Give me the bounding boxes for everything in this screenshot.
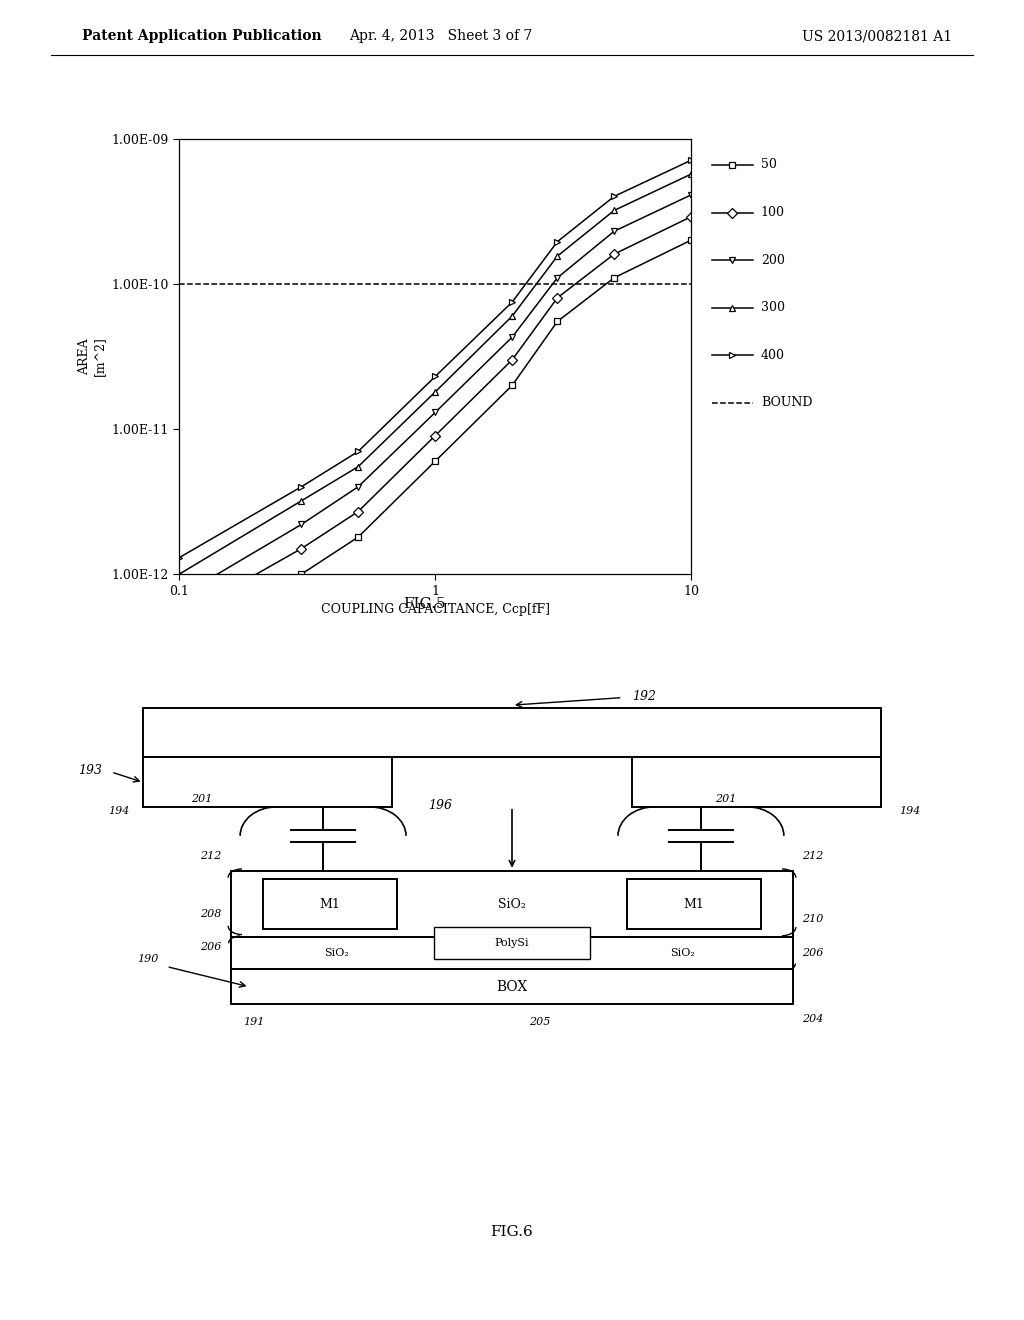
Text: 200: 200 [761, 253, 784, 267]
Text: SiO₂: SiO₂ [670, 949, 695, 958]
Text: 210: 210 [803, 913, 823, 924]
Text: 204: 204 [803, 1014, 823, 1024]
Text: 190: 190 [137, 954, 159, 964]
Text: 194: 194 [899, 807, 921, 817]
Text: 196: 196 [428, 799, 453, 812]
Text: Patent Application Publication: Patent Application Publication [82, 29, 322, 44]
Text: 400: 400 [761, 348, 784, 362]
Text: 206: 206 [803, 949, 823, 958]
Text: FIG.5: FIG.5 [403, 597, 446, 611]
Text: 212: 212 [201, 851, 222, 861]
X-axis label: COUPLING CAPACITANCE, Ccp[fF]: COUPLING CAPACITANCE, Ccp[fF] [321, 603, 550, 616]
Text: 201: 201 [191, 793, 213, 804]
FancyBboxPatch shape [143, 708, 881, 758]
FancyBboxPatch shape [231, 871, 793, 937]
Text: 192: 192 [632, 690, 655, 704]
FancyBboxPatch shape [632, 758, 881, 807]
Text: BOX: BOX [497, 979, 527, 994]
Text: 205: 205 [529, 1016, 551, 1027]
FancyBboxPatch shape [627, 879, 761, 929]
Text: SiO₂: SiO₂ [325, 949, 349, 958]
Text: 100: 100 [761, 206, 784, 219]
FancyBboxPatch shape [143, 758, 392, 807]
Text: PolySi: PolySi [495, 939, 529, 948]
Y-axis label: AREA
[m^2]: AREA [m^2] [78, 337, 105, 376]
FancyBboxPatch shape [231, 969, 793, 1005]
Text: 194: 194 [109, 807, 129, 817]
Text: SiO₂: SiO₂ [498, 898, 526, 911]
Text: M1: M1 [684, 898, 705, 911]
Text: 212: 212 [803, 851, 823, 861]
Text: BOUND: BOUND [761, 396, 812, 409]
FancyBboxPatch shape [263, 879, 397, 929]
Text: 191: 191 [244, 1016, 264, 1027]
Text: Apr. 4, 2013   Sheet 3 of 7: Apr. 4, 2013 Sheet 3 of 7 [348, 29, 532, 44]
FancyBboxPatch shape [434, 927, 590, 958]
Text: 300: 300 [761, 301, 784, 314]
Text: 206: 206 [201, 942, 222, 952]
Text: 50: 50 [761, 158, 777, 172]
Text: 193: 193 [78, 764, 102, 776]
Text: US 2013/0082181 A1: US 2013/0082181 A1 [802, 29, 952, 44]
Text: 208: 208 [201, 909, 222, 919]
Text: 201: 201 [715, 793, 736, 804]
FancyBboxPatch shape [231, 937, 793, 969]
Text: FIG.6: FIG.6 [490, 1225, 534, 1239]
Text: M1: M1 [319, 898, 340, 911]
